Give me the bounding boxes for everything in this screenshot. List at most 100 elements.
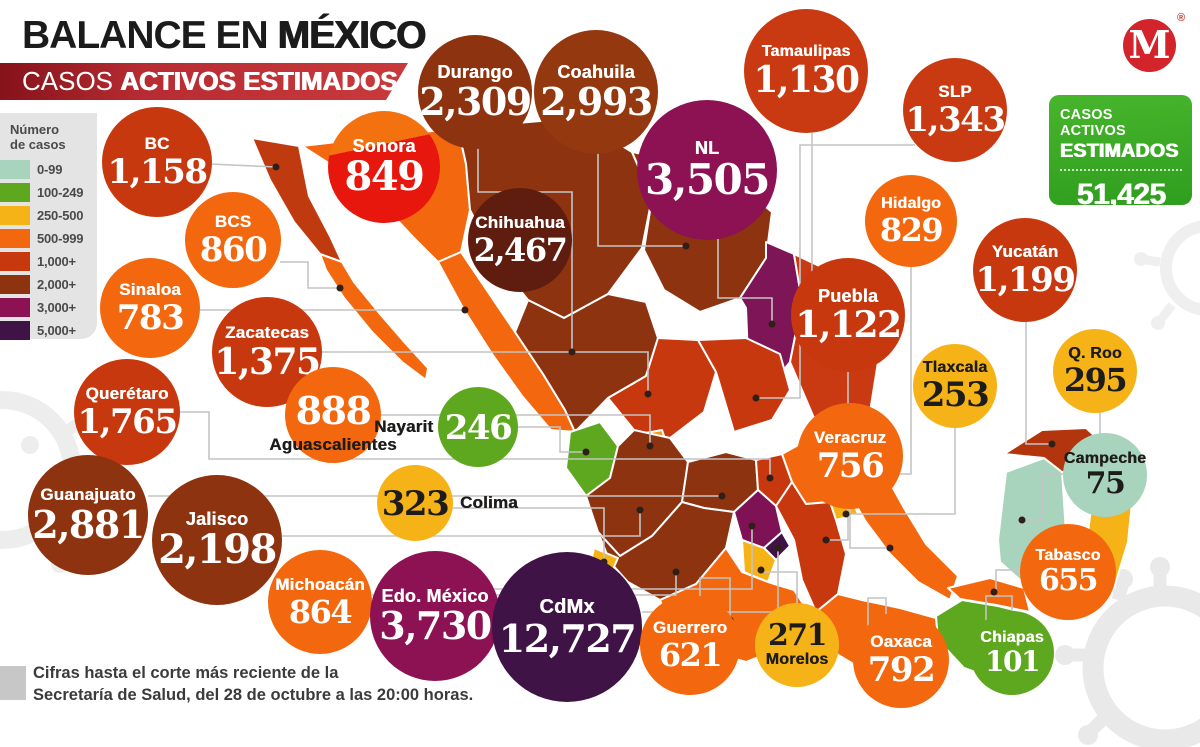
state-bubble-guanajuato: Guanajuato 2,881: [28, 455, 148, 575]
legend-label: 1,000+: [37, 254, 76, 269]
state-value-slp: 1,343: [905, 99, 1006, 140]
state-value-michoacan: 864: [288, 592, 353, 631]
leader-line-nl: [717, 239, 773, 324]
state-bubble-bcs: BCS 860: [185, 192, 281, 288]
state-value-nl: 3,505: [644, 155, 771, 205]
state-value-yucatan: 1,199: [975, 259, 1076, 300]
state-value-queretaro: 1,765: [77, 401, 178, 442]
leader-line-morelos: [764, 571, 798, 603]
state-value-guanajuato: 2,881: [32, 501, 145, 547]
state-value-coahuila: 2,993: [540, 79, 653, 125]
leader-line-oaxaca: [867, 597, 887, 630]
state-name-cdmx: CdMx: [539, 595, 595, 618]
state-bubble-nl: NL 3,505: [637, 100, 777, 240]
state-bubble-colima: Colima 323: [377, 465, 518, 541]
leader-dot-michoacan: [672, 568, 680, 576]
state-bubble-tamaulipas: Tamaulipas 1,130: [744, 9, 868, 133]
leader-dot-aguascalientes: [646, 442, 654, 450]
state-name-slp: SLP: [938, 82, 972, 102]
leader-dot-nl: [768, 320, 776, 328]
state-name-michoacan: Michoacán: [275, 575, 365, 595]
state-value-edomex: 3,730: [379, 603, 492, 649]
state-name-chiapas: Chiapas: [980, 628, 1044, 646]
footer-source-note: Cifras hasta el corte más reciente de la…: [33, 663, 473, 706]
legend-color-swatch: [0, 321, 30, 340]
legend-title-line1: Número: [10, 122, 60, 137]
page-title: BALANCE EN MÉXICO: [22, 14, 427, 58]
state-value-qroo: 295: [1063, 361, 1128, 400]
footer-line2: Secretaría de Salud, del 28 de octubre a…: [33, 685, 474, 704]
legend-panel: Número de casos 0-99 100-249 250-500 500-99…: [0, 113, 97, 342]
leader-line-bcs: [280, 261, 340, 289]
legend-color-swatch: [0, 252, 30, 271]
state-bubble-edomex: Edo. México 3,730: [370, 551, 500, 681]
leader-dot-durango: [568, 348, 576, 356]
banner-text-light: CASOS: [22, 66, 121, 96]
state-name-oaxaca: Oaxaca: [870, 632, 932, 652]
leader-line-chiapas: [985, 595, 1013, 636]
leader-dot-tlaxcala: [842, 510, 850, 518]
leader-dot-edomex: [748, 522, 756, 530]
state-bubble-bc: BC 1,158: [102, 107, 212, 217]
leader-dot-queretaro: [766, 474, 774, 482]
leader-dot-campeche: [1018, 516, 1026, 524]
leader-line-tlaxcala: [850, 428, 956, 515]
state-value-sonora: 849: [344, 153, 426, 201]
state-name-bc: BC: [144, 134, 170, 154]
legend-label: 100-249: [37, 185, 84, 200]
state-bubble-queretaro: Querétaro 1,765: [74, 359, 180, 465]
leader-line-coahuila: [597, 153, 686, 247]
legend-label: 500-999: [37, 231, 84, 246]
state-value-morelos: 271: [767, 618, 828, 654]
state-value-puebla: 1,122: [795, 304, 902, 347]
state-shape-san-luis-potosi: [697, 337, 791, 433]
leader-dot-veracruz: [886, 544, 894, 552]
legend-label: 0-99: [37, 162, 63, 177]
state-bubble-hidalgo: Hidalgo 829: [865, 175, 957, 267]
state-value-jalisco: 2,198: [158, 526, 277, 574]
state-name-colima: Colima: [459, 493, 518, 513]
leader-line-queretaro: [180, 411, 771, 478]
leader-line-tabasco: [995, 569, 1020, 590]
leader-dot-cdmx: [774, 544, 782, 552]
state-value-veracruz: 756: [816, 445, 885, 486]
state-value-chiapas: 101: [985, 645, 1040, 679]
leader-line-guerrero: [699, 577, 731, 618]
subtitle-banner: CASOS ACTIVOS ESTIMADOS: [0, 63, 408, 100]
state-value-aguascalientes: 888: [295, 388, 372, 433]
state-value-hidalgo: 829: [879, 211, 944, 250]
legend-items: 0-99 100-249 250-500 500-999 1,000+ 2,000+ 3,0…: [0, 158, 97, 342]
legend-title: Número de casos: [0, 122, 97, 152]
state-name-qroo: Q. Roo: [1068, 344, 1122, 362]
state-name-edomex: Edo. México: [381, 585, 489, 606]
state-bubble-morelos: Morelos 271: [755, 603, 839, 687]
page-title-light: BALANCE EN: [22, 14, 278, 57]
state-bubble-aguascalientes: Aguascalientes 888: [269, 367, 397, 463]
state-value-bc: 1,158: [107, 151, 208, 192]
state-name-sinaloa: Sinaloa: [119, 280, 181, 300]
leader-line-veracruz: [849, 509, 888, 549]
legend-label: 250-500: [37, 208, 84, 223]
leader-dot-coahuila: [682, 242, 690, 250]
legend-row: 3,000+: [0, 296, 97, 319]
state-name-tlaxcala: Tlaxcala: [922, 358, 988, 376]
page-title-heavy: MÉXICO: [277, 14, 427, 57]
state-value-tamaulipas: 1,130: [753, 59, 860, 102]
state-bubble-puebla: Puebla 1,122: [791, 258, 905, 372]
legend-label: 2,000+: [37, 277, 76, 292]
state-bubble-guerrero: Guerrero 621: [640, 595, 740, 695]
state-bubble-cdmx: CdMx 12,727: [492, 552, 642, 702]
state-value-tlaxcala: 253: [921, 375, 990, 416]
state-value-tabasco: 655: [1038, 563, 1099, 599]
state-name-guerrero: Guerrero: [652, 618, 728, 638]
total-summary-box: CASOS ACTIVOS ESTIMADOS 51,425: [1049, 95, 1192, 211]
registered-trademark-icon: ®: [1177, 12, 1186, 24]
state-bubble-yucatan: Yucatán 1,199: [973, 218, 1077, 322]
legend-row: 1,000+: [0, 250, 97, 273]
state-name-coahuila: Coahuila: [557, 61, 635, 82]
legend-row: 2,000+: [0, 273, 97, 296]
state-value-nayarit: 246: [444, 408, 513, 448]
state-name-nayarit: Nayarit: [374, 417, 434, 437]
state-name-sonora: Sonora: [352, 135, 416, 156]
